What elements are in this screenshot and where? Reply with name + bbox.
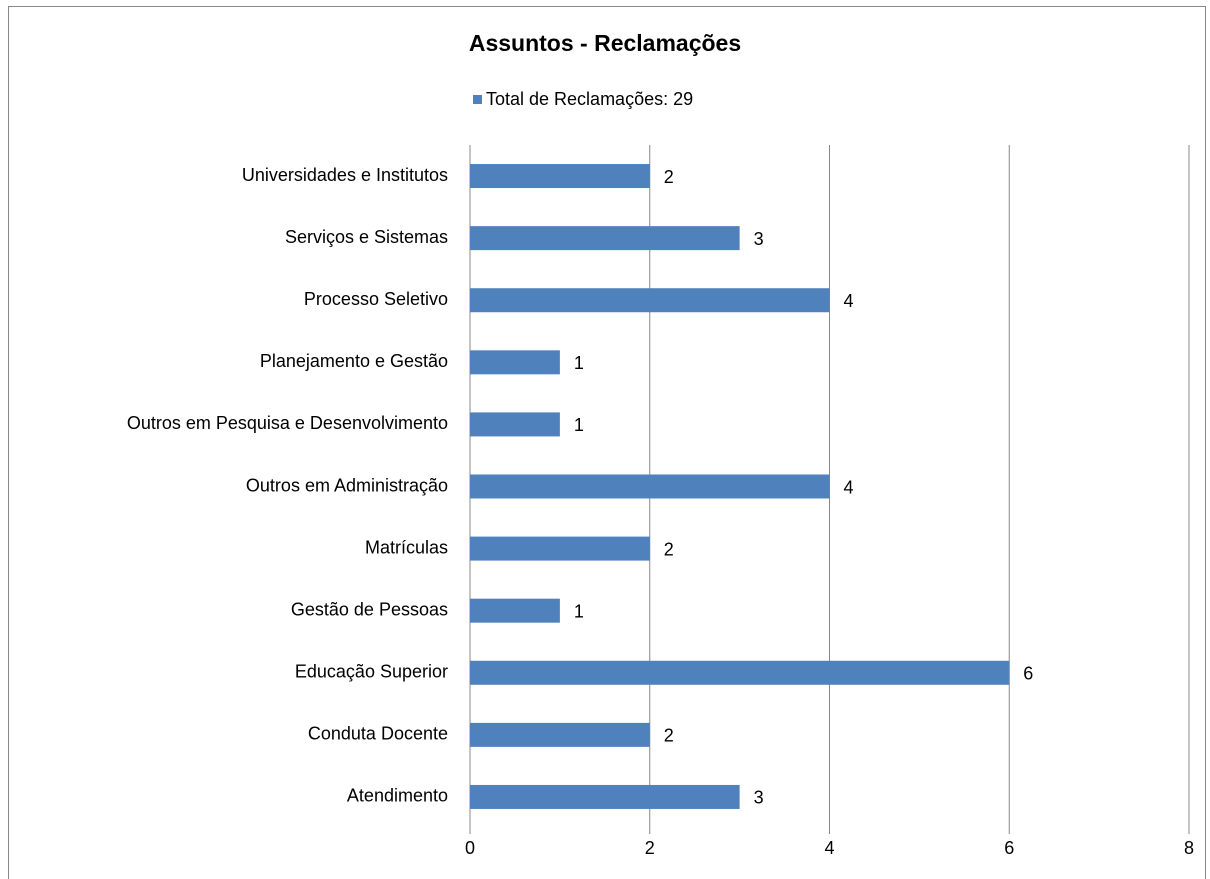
- x-tick-label: 6: [1004, 838, 1014, 858]
- chart-border: [8, 6, 1206, 879]
- bar: [470, 784, 740, 809]
- data-label: 1: [574, 415, 584, 435]
- y-tick-label: Conduta Docente: [308, 724, 448, 744]
- x-tick-label: 8: [1184, 838, 1194, 858]
- y-tick-label: Processo Seletivo: [304, 289, 448, 309]
- data-label: 2: [664, 167, 674, 187]
- x-tick-label: 0: [465, 838, 475, 858]
- legend-label: Total de Reclamações: 29: [486, 89, 693, 109]
- data-label: 1: [574, 353, 584, 373]
- y-tick-label: Planejamento e Gestão: [260, 351, 448, 371]
- data-label: 2: [664, 539, 674, 559]
- data-label: 6: [1023, 664, 1033, 684]
- data-label: 4: [844, 477, 854, 497]
- data-label: 1: [574, 601, 584, 621]
- data-label: 4: [844, 291, 854, 311]
- y-tick-label: Atendimento: [347, 786, 448, 806]
- y-tick-label: Serviços e Sistemas: [285, 227, 448, 247]
- legend-swatch: [473, 95, 482, 104]
- bar: [470, 350, 560, 375]
- bar: [470, 598, 560, 623]
- x-tick-label: 2: [645, 838, 655, 858]
- bar: [470, 660, 1010, 685]
- y-tick-label: Universidades e Institutos: [242, 165, 448, 185]
- y-tick-label: Educação Superior: [295, 662, 448, 682]
- bar: [470, 164, 650, 189]
- y-tick-label: Matrículas: [365, 537, 448, 557]
- data-label: 2: [664, 726, 674, 746]
- bar: [470, 226, 740, 251]
- x-tick-label: 4: [824, 838, 834, 858]
- y-tick-label: Gestão de Pessoas: [291, 599, 448, 619]
- bar: [470, 474, 830, 499]
- bar: [470, 536, 650, 561]
- bar: [470, 412, 560, 437]
- y-tick-label: Outros em Pesquisa e Desenvolvimento: [127, 413, 448, 433]
- chart-title: Assuntos - Reclamações: [469, 30, 741, 56]
- bar: [470, 288, 830, 313]
- data-label: 3: [754, 788, 764, 808]
- data-label: 3: [754, 229, 764, 249]
- bar: [470, 722, 650, 747]
- y-tick-label: Outros em Administração: [246, 475, 448, 495]
